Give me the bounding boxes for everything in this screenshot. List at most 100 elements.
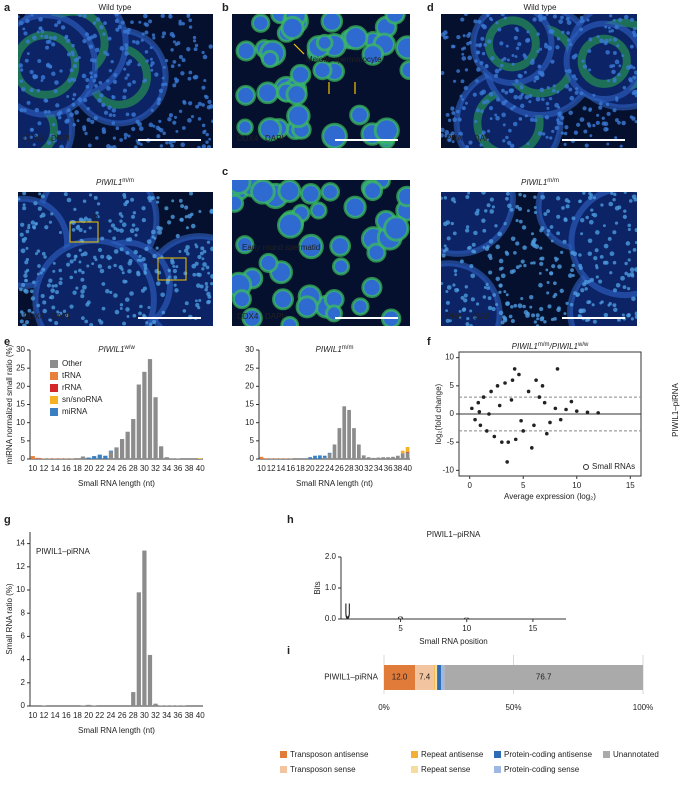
nucleus (70, 50, 75, 55)
nucleus (608, 301, 612, 306)
cell (280, 315, 300, 326)
nucleus (156, 134, 161, 139)
nucleus (507, 203, 512, 209)
bar (400, 450, 405, 454)
nucleus (170, 64, 175, 69)
nucleus (99, 268, 105, 274)
nucleus (86, 36, 92, 41)
nucleus (88, 193, 93, 197)
nucleus (62, 309, 67, 313)
cell (260, 49, 280, 69)
nucleus (465, 225, 470, 229)
nucleus (168, 140, 173, 145)
nucleus (119, 303, 124, 307)
nucleus (476, 108, 480, 113)
nucleus (198, 210, 202, 213)
nucleus (71, 228, 76, 232)
nucleus (113, 263, 117, 268)
nucleus (632, 90, 637, 95)
nucleus (169, 31, 175, 37)
nucleus (132, 80, 136, 84)
nucleus (124, 43, 129, 47)
title-part: PIWIL1 (98, 345, 124, 354)
nucleus (591, 213, 595, 217)
zoom-box (157, 257, 187, 281)
y-axis-label: log₂(fold change) (434, 383, 443, 444)
nucleus (34, 222, 38, 226)
nucleus (571, 263, 575, 268)
nucleus (84, 32, 89, 37)
nucleus (503, 16, 507, 20)
nucleus (612, 288, 618, 293)
x-tick-label: 22 (315, 464, 324, 473)
nucleus (58, 280, 63, 286)
title: Wild type (99, 3, 132, 12)
nucleus (64, 35, 68, 40)
nucleus (456, 69, 460, 73)
nucleus (565, 204, 570, 209)
nucleus (170, 260, 175, 265)
nucleus (515, 241, 520, 246)
nucleus (19, 68, 24, 72)
nucleus (192, 272, 197, 277)
nucleus (119, 228, 124, 233)
nucleus (22, 192, 27, 196)
tubule (441, 192, 516, 257)
nucleus (447, 137, 452, 141)
cell (286, 103, 311, 129)
nucleus (119, 46, 125, 51)
nucleus (536, 32, 540, 36)
nucleus (25, 39, 30, 44)
nucleus (162, 131, 166, 135)
stain-label: DDX4 (23, 134, 45, 143)
nucleus (629, 267, 635, 273)
cell (384, 14, 406, 25)
bar-segment (437, 665, 441, 690)
nucleus (510, 305, 514, 309)
nucleus (607, 26, 611, 30)
point (564, 407, 568, 412)
bar (170, 458, 175, 459)
nucleus (604, 260, 609, 265)
nucleus (482, 100, 487, 105)
nucleus (528, 294, 534, 300)
nucleus (43, 109, 48, 114)
nucleus (41, 267, 46, 272)
cell (361, 276, 383, 299)
nucleus (524, 94, 530, 100)
nucleus (547, 45, 553, 51)
bar (153, 703, 158, 706)
nucleus (462, 307, 467, 312)
nucleus (173, 283, 177, 287)
nucleus (22, 206, 27, 211)
nucleus (533, 118, 538, 123)
bar (405, 451, 410, 453)
nucleus (93, 73, 98, 78)
y-tick-label: 2.0 (325, 552, 337, 561)
nucleus (58, 230, 63, 235)
nucleus (545, 101, 550, 106)
nucleus (101, 102, 106, 108)
nucleus (498, 67, 502, 71)
cell (396, 185, 410, 208)
nucleus (461, 97, 464, 101)
nucleus (134, 233, 138, 237)
x-tick-label: 38 (393, 464, 402, 473)
point (487, 412, 491, 416)
nucleus (495, 21, 499, 25)
nucleus (207, 271, 211, 275)
nucleus (505, 135, 509, 140)
nucleus (73, 58, 79, 63)
bar (153, 397, 158, 459)
nucleus (530, 261, 534, 265)
nucleus (51, 42, 56, 47)
nucleus (522, 245, 527, 250)
nucleus (467, 31, 472, 36)
legend-marker (583, 464, 589, 470)
nucleus (595, 230, 600, 235)
nucleus (52, 138, 57, 143)
nucleus (144, 246, 149, 252)
bar (366, 457, 371, 459)
nucleus (82, 39, 87, 44)
nucleus (175, 265, 179, 269)
